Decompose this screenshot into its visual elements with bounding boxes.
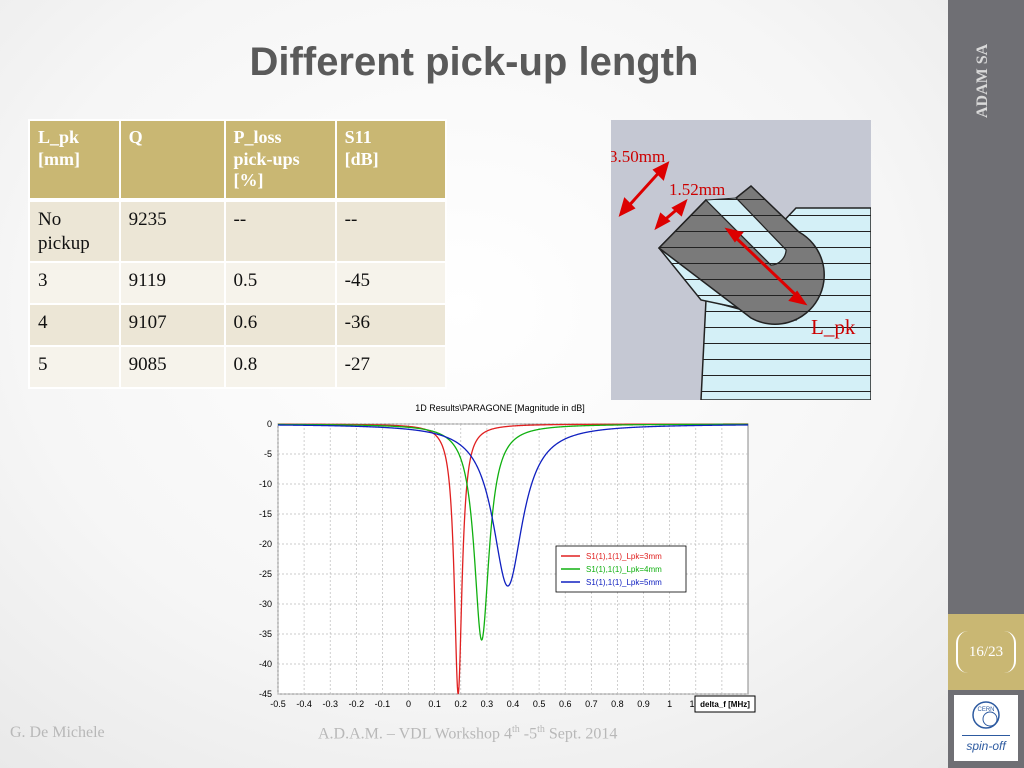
y-tick-label: -25 [259, 569, 272, 579]
x-tick-label: -0.4 [296, 699, 312, 709]
x-tick-label: 0.7 [585, 699, 598, 709]
y-tick-label: -40 [259, 659, 272, 669]
footer-event: A.D.A.M. – VDL Workshop 4th -5th Sept. 2… [318, 724, 618, 743]
page-number: 16/23 [956, 631, 1016, 673]
footer-author: G. De Michele [10, 724, 105, 741]
x-tick-label: -0.1 [375, 699, 391, 709]
cern-logo-icon: CERN [972, 701, 1000, 729]
chart-grid [277, 423, 748, 695]
legend-entry: S1(1),1(1)_Lpk=4mm [586, 565, 662, 574]
series-line [278, 424, 749, 587]
table-cell: 9119 [118, 261, 226, 306]
y-tick-label: 0 [267, 419, 272, 429]
table-cell: No pickup [28, 197, 121, 264]
pickup-table: L_pk [mm] Q P_loss pick-ups [%] S11 [dB]… [28, 119, 448, 390]
x-tick-label: 0.6 [559, 699, 572, 709]
header-q: Q [118, 119, 226, 201]
series-lines [277, 423, 749, 695]
x-axis-ticks: -0.5 -0.4 -0.3 -0.2 -0.1 0 0.1 0.2 0.3 0.4 0.5 0.6 0… [270, 699, 728, 709]
legend-entry: S1(1),1(1)_Lpk=5mm [586, 578, 662, 587]
table-row: 4 9107 0.6 -36 [28, 303, 448, 348]
table-cell: 3 [28, 261, 121, 306]
table-cell: -27 [334, 345, 448, 390]
table-cell: 4 [28, 303, 121, 348]
x-axis-label: delta_f [MHz] [700, 700, 750, 709]
table-cell: 0.8 [223, 345, 337, 390]
table-cell: 0.6 [223, 303, 337, 348]
svg-text:CERN: CERN [977, 707, 994, 713]
table-cell: -45 [334, 261, 448, 306]
pickup-inner-slot [704, 197, 787, 266]
table-cell: -- [223, 197, 337, 264]
slide-title: Different pick-up length [249, 40, 699, 84]
x-tick-label: 0.3 [481, 699, 494, 709]
table-cell: 9107 [118, 303, 226, 348]
header-ploss: P_loss pick-ups [%] [223, 119, 337, 201]
table-row: 3 9119 0.5 -45 [28, 261, 448, 306]
table-cell: 5 [28, 345, 121, 390]
x-tick-label: 0 [406, 699, 411, 709]
s11-chart: 1D Results\PARAGONE [Magnitude in dB] 0-… [240, 398, 760, 718]
series-line [277, 423, 748, 641]
x-tick-label: -0.3 [322, 699, 338, 709]
y-axis-ticks: 0 -5 -10 -15 -20 -25 -30 -35 -40 -45 [259, 419, 272, 699]
table-row: 5 9085 0.8 -27 [28, 345, 448, 390]
x-tick-label: 0.1 [428, 699, 441, 709]
table-row: No pickup 9235 -- -- [28, 197, 448, 264]
y-tick-label: -35 [259, 629, 272, 639]
y-tick-label: -10 [259, 479, 272, 489]
legend-entry: S1(1),1(1)_Lpk=3mm [586, 552, 662, 561]
logo-divider [962, 735, 1010, 736]
chart-legend: S1(1),1(1)_Lpk=3mm S1(1),1(1)_Lpk=4mm S1(1… [555, 545, 687, 593]
x-tick-label: 0.8 [611, 699, 624, 709]
logo-text: spin-off [966, 739, 1006, 753]
pickup-geometry-diagram: 3.50mm 1.52mm L_pk [611, 120, 871, 400]
sidebar-company-label: ADAM SA [974, 43, 991, 119]
table-cell: 0.5 [223, 261, 337, 306]
x-tick-label: 0.5 [533, 699, 546, 709]
cern-spinoff-logo: CERN spin-off [954, 695, 1018, 761]
x-tick-label: -0.2 [349, 699, 365, 709]
y-tick-label: -30 [259, 599, 272, 609]
x-tick-label: -0.5 [270, 699, 286, 709]
dimension-arrows [618, 161, 808, 306]
table-cell: 9235 [118, 197, 226, 264]
table-cell: 9085 [118, 345, 226, 390]
label-lpk: L_pk [811, 315, 856, 339]
x-tick-label: 0.4 [507, 699, 520, 709]
y-tick-label: -45 [259, 689, 272, 699]
y-tick-label: -5 [264, 449, 272, 459]
table-cell: -36 [334, 303, 448, 348]
x-tick-label: 0.9 [637, 699, 650, 709]
header-lpk: L_pk [mm] [28, 119, 121, 201]
x-tick-label: 0.2 [455, 699, 468, 709]
xlabel-box [694, 695, 756, 713]
y-tick-label: -15 [259, 509, 272, 519]
label-1-52mm: 1.52mm [669, 180, 725, 199]
y-tick-label: -20 [259, 539, 272, 549]
label-3-50mm: 3.50mm [611, 147, 665, 166]
table-cell: -- [334, 197, 448, 264]
table-header-row: L_pk [mm] Q P_loss pick-ups [%] S11 [dB] [28, 119, 448, 201]
page-number-box: 16/23 [948, 614, 1024, 690]
right-sidebar: ADAM SA 16/23 CERN spin-off [948, 0, 1024, 768]
chart-title: 1D Results\PARAGONE [Magnitude in dB] [415, 403, 584, 413]
x-tick-label: 1 [667, 699, 672, 709]
header-s11: S11 [dB] [334, 119, 448, 201]
